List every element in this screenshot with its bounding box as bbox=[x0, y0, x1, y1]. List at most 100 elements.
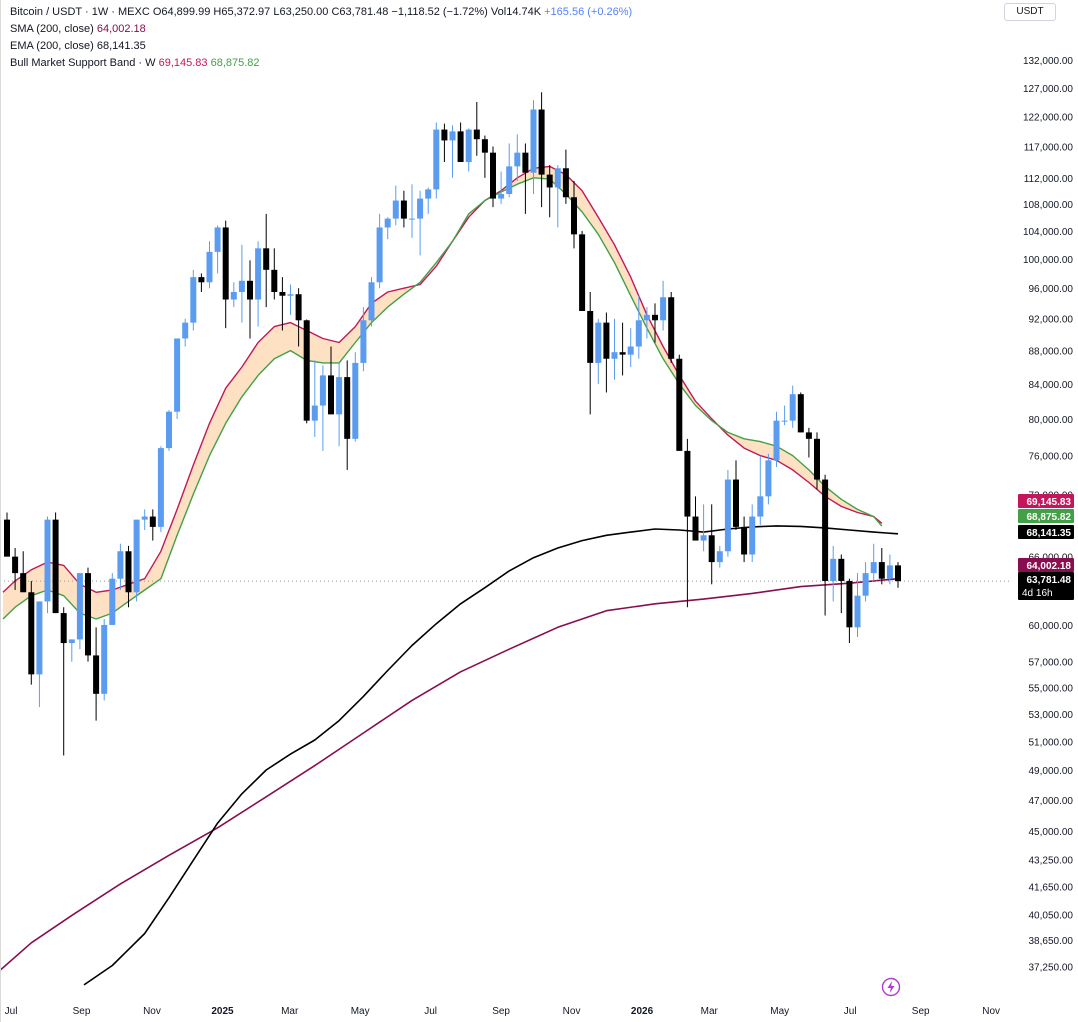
candle bbox=[473, 102, 480, 156]
candle-body bbox=[384, 218, 391, 228]
legend-row-ema[interactable]: EMA (200, close) 68,141.35 bbox=[10, 38, 632, 55]
candle-body bbox=[814, 438, 820, 480]
candle bbox=[652, 303, 658, 343]
candle-body bbox=[4, 519, 10, 557]
y-tick-label: 117,000.00 bbox=[1024, 143, 1074, 154]
candle-body bbox=[846, 580, 853, 628]
y-tick-label: 80,000.00 bbox=[1029, 415, 1074, 426]
high-value: H65,372.97 bbox=[213, 6, 271, 18]
candle bbox=[838, 554, 845, 614]
x-tick-label: Jul bbox=[5, 1006, 18, 1017]
candle bbox=[93, 627, 100, 721]
candle-body bbox=[652, 314, 658, 321]
candle-body bbox=[805, 432, 812, 439]
x-tick-label: 2025 bbox=[211, 1006, 234, 1017]
candle bbox=[514, 134, 521, 182]
candle-body bbox=[433, 129, 440, 190]
candle bbox=[344, 360, 351, 470]
candle bbox=[708, 504, 715, 585]
candle-body bbox=[166, 411, 172, 449]
candle-body bbox=[60, 613, 67, 644]
candle-body bbox=[101, 624, 108, 694]
candle-body bbox=[473, 129, 480, 140]
y-tick-label: 100,000.00 bbox=[1023, 255, 1073, 266]
candle-body bbox=[619, 352, 626, 355]
candle-body bbox=[571, 197, 577, 235]
candle bbox=[263, 213, 270, 308]
lightning-icon[interactable] bbox=[881, 977, 901, 997]
candle-body bbox=[506, 166, 513, 194]
candle-body bbox=[360, 320, 367, 363]
candle bbox=[587, 291, 594, 415]
candle bbox=[530, 100, 537, 194]
band-lower-label-text: 68,875.82 bbox=[1027, 512, 1072, 523]
candle bbox=[822, 474, 829, 616]
candle bbox=[182, 318, 189, 347]
low-value: L63,250.00 bbox=[273, 6, 329, 18]
volume-change-value: +165.56 (+0.26%) bbox=[544, 6, 633, 18]
candle-body bbox=[870, 562, 877, 574]
candle-body bbox=[85, 573, 91, 656]
x-tick-label: Sep bbox=[912, 1006, 930, 1017]
candle-body bbox=[12, 556, 19, 574]
candle-body bbox=[830, 558, 837, 581]
candle bbox=[603, 312, 610, 393]
sma-label: 64,002.18 bbox=[1018, 558, 1074, 572]
candle bbox=[295, 288, 302, 347]
candle bbox=[765, 453, 772, 505]
candle bbox=[12, 548, 19, 590]
candle bbox=[457, 122, 464, 162]
candle-body bbox=[724, 479, 731, 552]
band-lower-label: 68,875.82 bbox=[1018, 509, 1074, 523]
plot-area bbox=[0, 92, 1012, 986]
candle bbox=[668, 291, 675, 363]
y-tick-label: 76,000.00 bbox=[1029, 452, 1074, 463]
candle-body bbox=[206, 251, 213, 283]
candle bbox=[68, 639, 75, 662]
candle-body bbox=[238, 280, 245, 292]
candle bbox=[76, 573, 83, 650]
candle bbox=[60, 607, 67, 756]
candle-body bbox=[368, 282, 375, 321]
candle-body bbox=[716, 551, 723, 563]
candle-body bbox=[643, 314, 650, 321]
candle bbox=[190, 269, 197, 331]
legend-row-band[interactable]: Bull Market Support Band · W 69,145.83 6… bbox=[10, 55, 632, 72]
candle-body bbox=[441, 129, 448, 141]
y-tick-label: 96,000.00 bbox=[1029, 284, 1074, 295]
x-tick-label: Mar bbox=[281, 1006, 299, 1017]
candle-body bbox=[20, 573, 27, 593]
sma-label-text: 64,002.18 bbox=[1027, 561, 1072, 572]
candle bbox=[538, 92, 545, 208]
candle bbox=[214, 225, 221, 274]
candle-body bbox=[182, 322, 189, 339]
band-lower-label-bg bbox=[1018, 509, 1074, 523]
y-tick-label: 47,000.00 bbox=[1029, 796, 1074, 807]
candle-body bbox=[400, 200, 407, 219]
x-axis: Jul Sep Nov 2025 Mar May Jul Sep Nov 2026 Mar May Ju… bbox=[5, 1006, 1000, 1017]
candle-body bbox=[627, 346, 634, 355]
candle-body bbox=[44, 519, 51, 602]
candle-body bbox=[230, 291, 237, 300]
y-tick-label: 132,000.00 bbox=[1023, 56, 1073, 67]
candle-body bbox=[417, 198, 424, 219]
candle-body bbox=[133, 519, 140, 593]
candle bbox=[635, 295, 642, 359]
candle bbox=[400, 190, 407, 228]
currency-button[interactable]: USDT bbox=[1004, 3, 1056, 21]
band-lower-line bbox=[2, 177, 883, 620]
candle-body bbox=[125, 551, 132, 593]
candle-body bbox=[765, 460, 772, 497]
candle bbox=[554, 165, 561, 228]
candle bbox=[101, 618, 108, 701]
candle bbox=[449, 125, 456, 178]
candle-body bbox=[255, 248, 262, 300]
candle bbox=[579, 230, 586, 311]
symbol-title[interactable]: Bitcoin / USDT · 1W · MEXC bbox=[10, 6, 150, 18]
candle-body bbox=[854, 595, 861, 628]
candle-body bbox=[862, 573, 869, 596]
candle-body bbox=[247, 280, 253, 300]
band-upper-label: 69,145.83 bbox=[1018, 494, 1074, 508]
legend-row-sma[interactable]: SMA (200, close) 64,002.18 bbox=[10, 21, 632, 38]
